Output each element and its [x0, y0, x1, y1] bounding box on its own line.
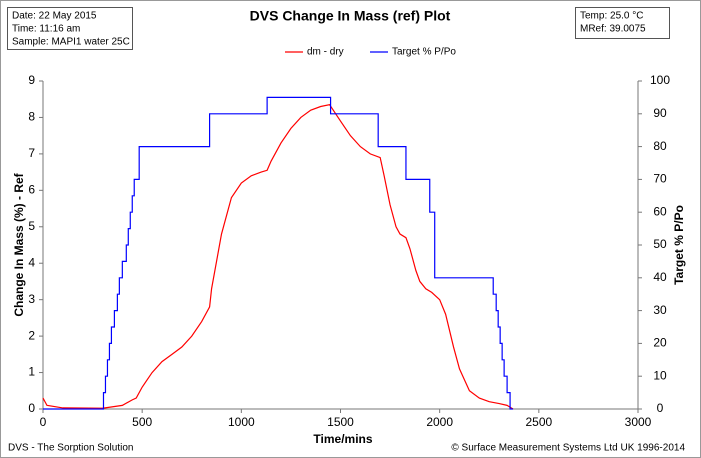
y-tick-label: 5 [28, 219, 35, 233]
y-tick-label: 7 [28, 146, 35, 160]
y-tick-label: 2 [28, 328, 35, 342]
y2-tick-label: 90 [653, 106, 667, 120]
y2-tick-label: 40 [653, 270, 667, 284]
y2-tick-label: 80 [653, 139, 667, 153]
chart-title: DVS Change In Mass (ref) Plot [250, 8, 451, 24]
info-text: MRef: 39.0075 [580, 24, 646, 35]
y2-tick-label: 60 [653, 204, 667, 218]
info-box [7, 7, 133, 50]
info-text: Temp: 25.0 °C [580, 11, 643, 22]
info-text: Date: 22 May 2015 [12, 11, 97, 22]
y2-tick-label: 100 [650, 73, 670, 87]
y2-tick-label: 0 [657, 401, 664, 415]
x-tick-label: 500 [132, 415, 152, 429]
x-tick-label: 0 [40, 415, 47, 429]
x-tick-label: 2000 [426, 415, 453, 429]
x-tick-label: 1500 [327, 415, 354, 429]
y-tick-label: 1 [28, 365, 35, 379]
y-tick-label: 6 [28, 183, 35, 197]
y2-tick-label: 50 [653, 237, 667, 251]
legend-label: dm - dry [307, 47, 344, 58]
y2-tick-label: 70 [653, 172, 667, 186]
y-axis-label: Change In Mass (%) - Ref [12, 172, 26, 316]
y-tick-label: 3 [28, 292, 35, 306]
x-tick-label: 1000 [228, 415, 255, 429]
x-axis-label: Time/mins [313, 432, 372, 446]
footer: © Surface Measurement Systems Ltd UK 199… [451, 443, 685, 454]
legend-label: Target % P/Po [392, 47, 456, 58]
x-tick-label: 2500 [525, 415, 552, 429]
x-tick-label: 3000 [625, 415, 652, 429]
y2-tick-label: 30 [653, 303, 667, 317]
y-tick-label: 9 [28, 73, 35, 87]
footer: DVS - The Sorption Solution [8, 443, 133, 454]
series-line [42, 104, 514, 410]
info-box [575, 7, 670, 39]
series-line [43, 96, 514, 410]
y-tick-label: 8 [28, 110, 35, 124]
y2-tick-label: 10 [653, 368, 667, 382]
info-text: Sample: MAPI1 water 25C [12, 37, 130, 48]
y2-axis-label: Target % P/Po [672, 205, 686, 285]
info-text: Time: 11:16 am [12, 24, 80, 35]
y2-tick-label: 20 [653, 336, 667, 350]
y-tick-label: 0 [28, 401, 35, 415]
y-tick-label: 4 [28, 255, 35, 269]
